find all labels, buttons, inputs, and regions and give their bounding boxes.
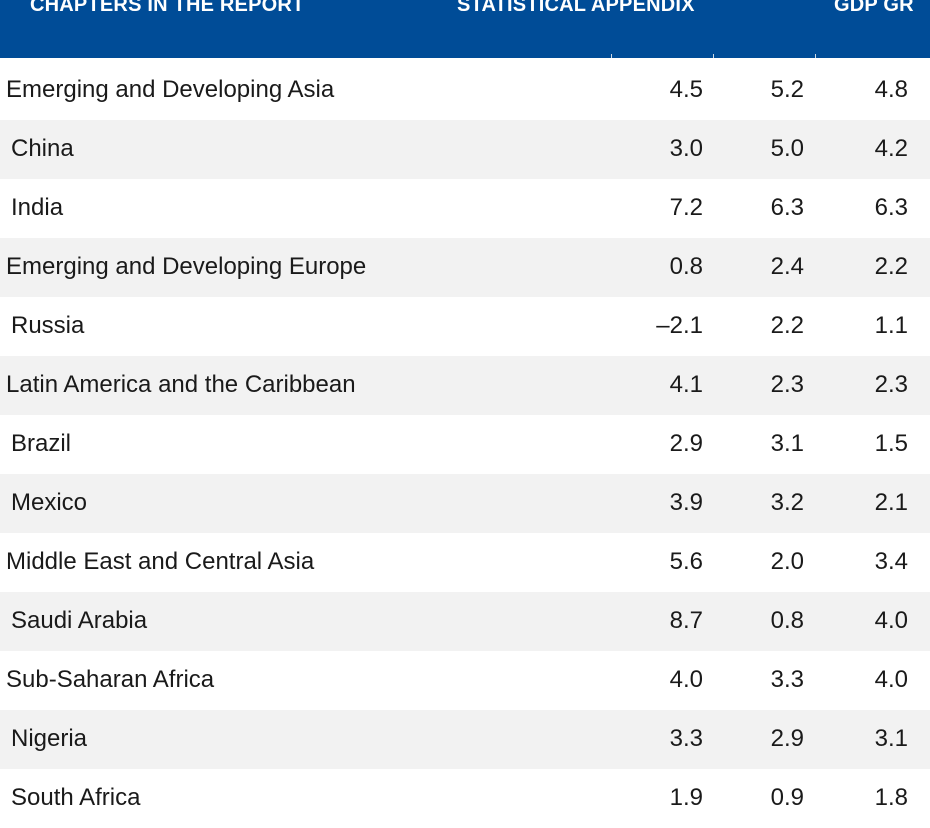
value-col-1: 3.9: [669, 489, 703, 516]
value-col-3: 4.2: [874, 135, 908, 162]
value-col-1: –2.1: [656, 312, 703, 339]
value-col-1: 7.2: [669, 194, 703, 221]
value-col-2: 3.1: [770, 430, 804, 457]
value-col-3: 1.8: [874, 784, 908, 811]
value-col-2: 5.2: [770, 76, 804, 103]
nav-statistical-appendix[interactable]: STATISTICAL APPENDIX: [457, 0, 695, 16]
table-row: South Africa 1.9 0.9 1.8: [0, 769, 930, 828]
value-col-1: 8.7: [669, 607, 703, 634]
table-row: Nigeria 3.3 2.9 3.1: [0, 710, 930, 769]
value-col-3: 3.1: [874, 725, 908, 752]
country-label: India: [11, 194, 64, 221]
value-col-3: 4.0: [874, 607, 908, 634]
value-col-2: 6.3: [770, 194, 804, 221]
region-label: Emerging and Developing Asia: [6, 76, 335, 103]
table-row: Latin America and the Caribbean 4.1 2.3 …: [0, 356, 930, 415]
value-col-1: 4.0: [669, 666, 703, 693]
value-col-3: 2.3: [874, 371, 908, 398]
value-col-3: 4.0: [874, 666, 908, 693]
region-label: Latin America and the Caribbean: [6, 371, 356, 398]
value-col-2: 3.3: [770, 666, 804, 693]
nav-chapters-in-the-report[interactable]: CHAPTERS IN THE REPORT: [30, 0, 305, 16]
nav-gdp-growth[interactable]: GDP GR: [834, 0, 914, 16]
value-col-1: 3.3: [669, 725, 703, 752]
value-col-2: 2.4: [770, 253, 804, 280]
value-col-2: 3.2: [770, 489, 804, 516]
column-divider-tick: [815, 54, 816, 58]
table-row: Mexico 3.9 3.2 2.1: [0, 474, 930, 533]
table-row: China 3.0 5.0 4.2: [0, 120, 930, 179]
value-col-1: 2.9: [669, 430, 703, 457]
value-col-3: 1.5: [874, 430, 908, 457]
value-col-3: 1.1: [874, 312, 908, 339]
value-col-3: 2.1: [874, 489, 908, 516]
country-label: Mexico: [11, 489, 88, 516]
column-divider-tick: [611, 54, 612, 58]
value-col-2: 0.8: [770, 607, 804, 634]
value-col-1: 5.6: [669, 548, 703, 575]
country-label: South Africa: [11, 784, 141, 811]
table-row: India 7.2 6.3 6.3: [0, 179, 930, 238]
value-col-2: 5.0: [770, 135, 804, 162]
country-label: Russia: [11, 312, 85, 339]
value-col-1: 3.0: [669, 135, 703, 162]
country-label: Nigeria: [11, 725, 88, 752]
value-col-3: 2.2: [874, 253, 908, 280]
value-col-3: 6.3: [874, 194, 908, 221]
value-col-2: 2.9: [770, 725, 804, 752]
table-row: Russia –2.1 2.2 1.1: [0, 297, 930, 356]
table-row: Middle East and Central Asia 5.6 2.0 3.4: [0, 533, 930, 592]
region-label: Emerging and Developing Europe: [6, 253, 367, 280]
region-label: Middle East and Central Asia: [6, 548, 315, 575]
country-label: China: [11, 135, 74, 162]
value-col-2: 0.9: [770, 784, 804, 811]
value-col-2: 2.2: [770, 312, 804, 339]
region-label: Sub-Saharan Africa: [6, 666, 215, 693]
gdp-growth-table: Emerging and Developing Asia 4.5 5.2 4.8…: [0, 61, 930, 828]
value-col-1: 4.1: [669, 371, 703, 398]
column-divider-tick: [713, 54, 714, 58]
value-col-1: 1.9: [669, 784, 703, 811]
value-col-1: 4.5: [669, 76, 703, 103]
country-label: Brazil: [11, 430, 72, 457]
top-navigation-bar: CHAPTERS IN THE REPORT STATISTICAL APPEN…: [0, 0, 930, 58]
value-col-1: 0.8: [669, 253, 703, 280]
value-col-3: 3.4: [874, 548, 908, 575]
table-row: Emerging and Developing Europe 0.8 2.4 2…: [0, 238, 930, 297]
value-col-2: 2.3: [770, 371, 804, 398]
country-label: Saudi Arabia: [11, 607, 148, 634]
table-row: Saudi Arabia 8.7 0.8 4.0: [0, 592, 930, 651]
table-row: Brazil 2.9 3.1 1.5: [0, 415, 930, 474]
table-row: Emerging and Developing Asia 4.5 5.2 4.8: [0, 61, 930, 120]
table-row: Sub-Saharan Africa 4.0 3.3 4.0: [0, 651, 930, 710]
value-col-3: 4.8: [874, 76, 908, 103]
value-col-2: 2.0: [770, 548, 804, 575]
